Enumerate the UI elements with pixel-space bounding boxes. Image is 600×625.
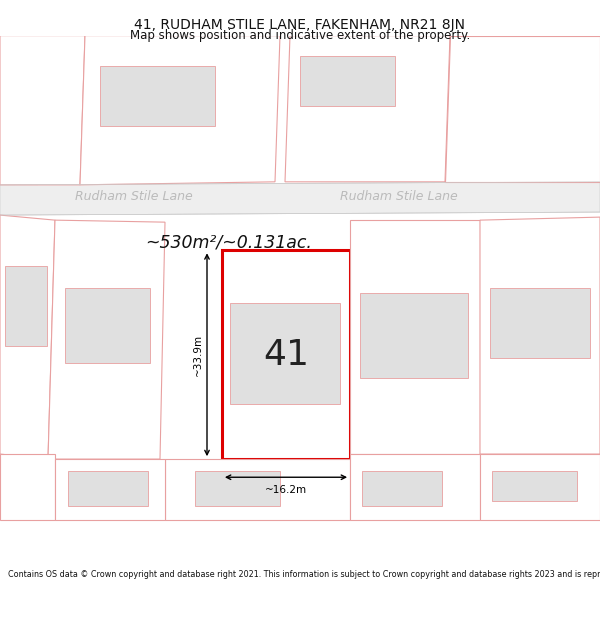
Bar xyxy=(360,292,468,378)
Bar xyxy=(195,471,280,506)
Text: ~530m²/~0.131ac.: ~530m²/~0.131ac. xyxy=(145,233,312,251)
Polygon shape xyxy=(480,454,600,519)
Bar xyxy=(492,471,577,501)
Bar xyxy=(68,471,148,506)
Text: ~16.2m: ~16.2m xyxy=(265,485,307,495)
Bar xyxy=(490,288,590,358)
Text: Rudham Stile Lane: Rudham Stile Lane xyxy=(75,191,193,204)
Polygon shape xyxy=(285,36,450,182)
Bar xyxy=(5,266,47,346)
Polygon shape xyxy=(55,459,165,519)
Polygon shape xyxy=(480,217,600,454)
Text: Contains OS data © Crown copyright and database right 2021. This information is : Contains OS data © Crown copyright and d… xyxy=(8,570,600,579)
Polygon shape xyxy=(0,36,85,185)
Polygon shape xyxy=(80,36,280,185)
Bar xyxy=(100,66,215,126)
Text: 41: 41 xyxy=(263,338,309,372)
Bar xyxy=(230,302,340,404)
Polygon shape xyxy=(445,36,600,182)
Polygon shape xyxy=(0,215,55,459)
Polygon shape xyxy=(165,459,350,519)
Text: Map shows position and indicative extent of the property.: Map shows position and indicative extent… xyxy=(130,29,470,42)
Bar xyxy=(222,251,350,459)
Polygon shape xyxy=(350,454,480,519)
Bar xyxy=(300,56,395,106)
Text: 41, RUDHAM STILE LANE, FAKENHAM, NR21 8JN: 41, RUDHAM STILE LANE, FAKENHAM, NR21 8J… xyxy=(134,18,466,31)
Text: Rudham Stile Lane: Rudham Stile Lane xyxy=(340,191,458,204)
Polygon shape xyxy=(48,220,165,459)
Bar xyxy=(362,471,442,506)
Polygon shape xyxy=(350,220,480,454)
Bar xyxy=(65,288,150,363)
Polygon shape xyxy=(0,454,55,519)
Text: ~33.9m: ~33.9m xyxy=(193,334,203,376)
Polygon shape xyxy=(0,182,600,215)
